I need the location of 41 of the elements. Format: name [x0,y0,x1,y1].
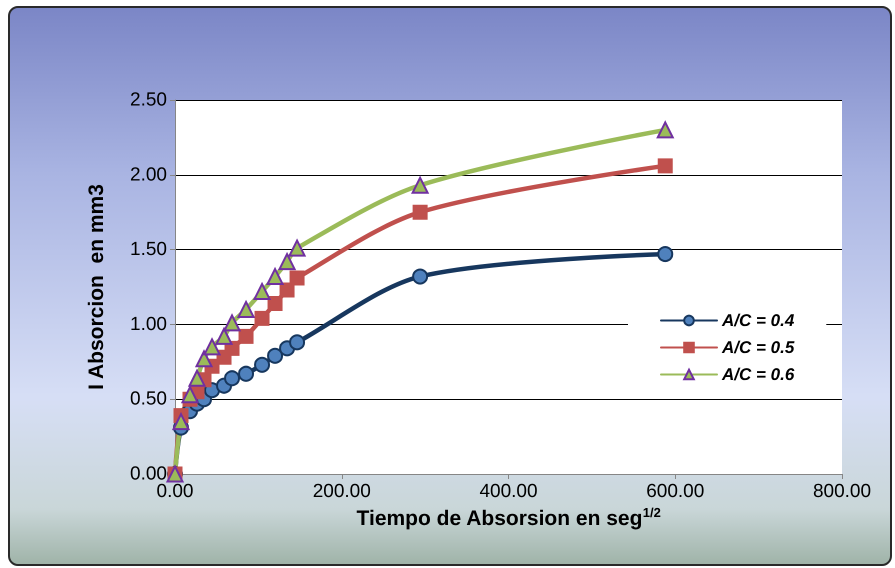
point [238,366,254,382]
point [656,121,674,138]
point [216,328,233,345]
point [254,310,270,326]
point [182,386,199,404]
point [204,338,221,356]
point [238,328,254,344]
point [289,334,306,350]
point [412,176,429,194]
point [224,370,240,386]
point [280,282,295,298]
point [657,246,674,262]
point [412,204,428,220]
y-tick-label: 0.50 [130,388,167,410]
point [268,296,283,311]
point [412,268,428,285]
y-tick-label: 1.00 [130,314,167,335]
x-tick-label: 400.00 [479,481,538,502]
y-axis-title: I Absorcion en mm3 [85,184,108,390]
legend-label: A/C = 0.4 [721,311,795,330]
y-tick-label: 2.50 [130,90,167,110]
point [266,268,284,286]
point [172,413,190,430]
point [267,348,284,364]
point [290,270,305,286]
point [254,356,270,373]
point [238,300,255,318]
legend-label: A/C = 0.5 [721,338,795,357]
point [188,370,206,387]
point [278,253,296,270]
x-tick-label: 200.00 [312,481,371,502]
y-tick-label: 2.00 [130,164,167,186]
y-tick-label: 1.50 [130,239,167,260]
x-tick-label: 600.00 [646,481,704,502]
legend-label: A/C = 0.6 [721,365,795,384]
x-tick-label: 800.00 [812,481,872,502]
point [254,282,271,300]
point [196,350,213,368]
point [224,314,241,332]
point [658,158,673,174]
point [288,240,306,257]
